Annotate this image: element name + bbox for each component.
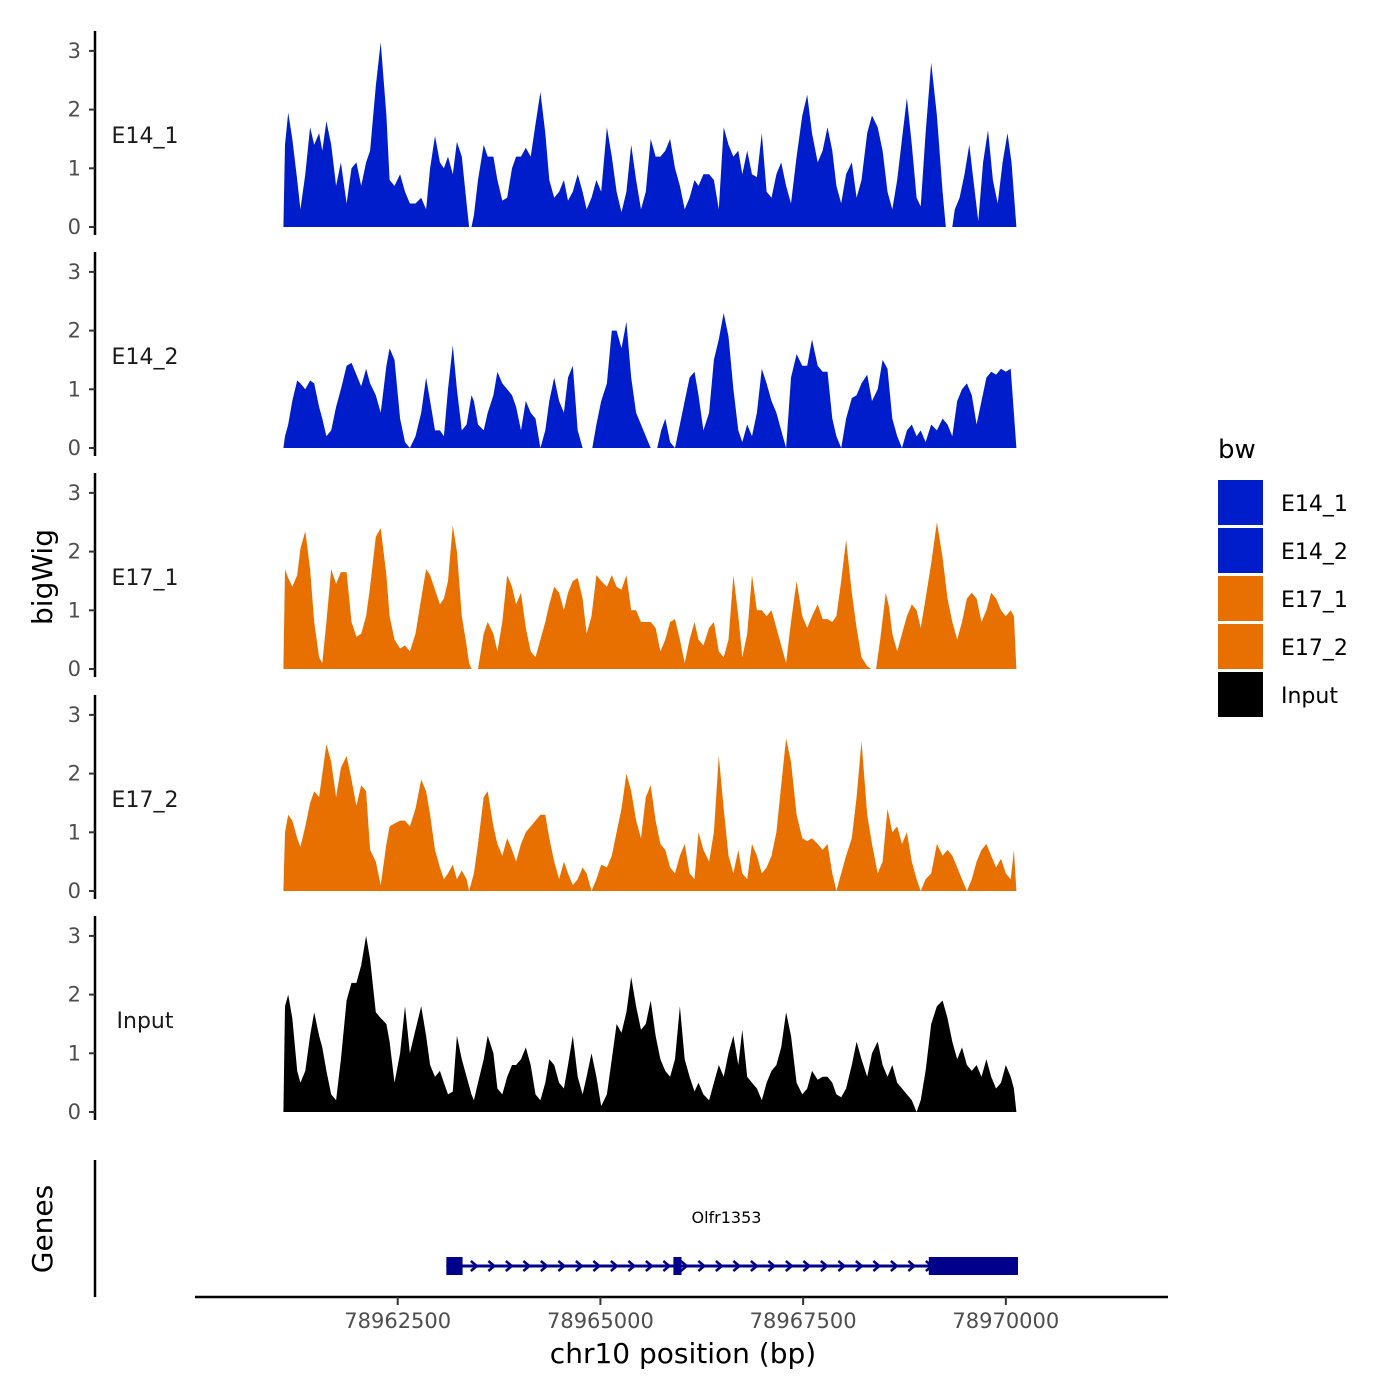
- y-tick-label: 1: [68, 1041, 81, 1065]
- strand-arrow: [750, 1260, 759, 1272]
- coverage-area: [283, 738, 1017, 891]
- strand-arrow: [785, 1260, 794, 1272]
- strand-arrow: [767, 1260, 777, 1272]
- y-tick-label: 0: [68, 879, 81, 903]
- tracks-layer: 0 1 2 3 E14_1 0 1 2 3 E14_2 0 1 2 3 E17_1 0 1 2 3 E17_2 0 1 2 3…: [68, 31, 1017, 1124]
- x-tick-label: 78965000: [547, 1309, 654, 1333]
- y-tick-label: 1: [68, 377, 81, 401]
- y-tick-label: 3: [68, 39, 81, 63]
- coverage-area: [283, 935, 1017, 1112]
- strand-arrow: [680, 1260, 689, 1272]
- strand-arrow: [662, 1260, 672, 1272]
- strand-arrow: [907, 1260, 917, 1272]
- y-tick-label: 0: [68, 436, 81, 460]
- y-tick-label: 3: [68, 260, 81, 284]
- genes-axis-title: Genes: [26, 1185, 59, 1273]
- strand-arrow: [557, 1260, 567, 1272]
- strand-arrow: [487, 1260, 497, 1272]
- strand-arrow: [715, 1260, 724, 1272]
- legend-label: E17_2: [1281, 636, 1348, 661]
- gene-exon: [446, 1257, 463, 1275]
- track-label: E17_1: [112, 566, 179, 591]
- gene-exon: [928, 1257, 1018, 1275]
- track-label: E14_1: [112, 124, 179, 149]
- coverage-area: [283, 313, 1017, 448]
- strand-arrow: [592, 1260, 602, 1272]
- strand-arrow: [505, 1260, 514, 1272]
- y-tick-label: 0: [68, 215, 81, 239]
- strand-arrow: [802, 1260, 812, 1272]
- coverage-area: [283, 522, 1017, 669]
- x-tick-label: 78962500: [344, 1309, 451, 1333]
- strand-arrow: [610, 1260, 619, 1272]
- y-tick-label: 3: [68, 481, 81, 505]
- strand-arrow: [837, 1260, 847, 1272]
- x-tick-label: 78970000: [952, 1309, 1059, 1333]
- track-label: Input: [117, 1009, 174, 1034]
- strand-arrow: [872, 1260, 882, 1272]
- strand-arrow: [627, 1260, 637, 1272]
- legend-title: bw: [1218, 435, 1256, 465]
- legend-swatch: [1218, 576, 1263, 621]
- y-tick-label: 2: [68, 762, 81, 786]
- legend-label: E14_1: [1281, 492, 1348, 517]
- gene-exon: [673, 1257, 682, 1275]
- gene-track: Olfr1353: [93, 1160, 1018, 1297]
- track-label: E14_2: [112, 345, 179, 370]
- legend-swatch: [1218, 624, 1263, 669]
- y-tick-label: 2: [68, 540, 81, 564]
- track-e17-1: 0 1 2 3 E17_1: [68, 473, 1017, 681]
- track-e14-2: 0 1 2 3 E14_2: [68, 252, 1017, 460]
- legend-label: E14_2: [1281, 540, 1348, 565]
- x-tick-label: 78967500: [750, 1309, 857, 1333]
- legend: bw E14_1 E14_2 E17_1 E17_2 Input: [1218, 435, 1348, 717]
- legend-label: Input: [1281, 684, 1338, 709]
- y-tick-label: 0: [68, 657, 81, 681]
- track-label: E17_2: [112, 788, 179, 813]
- y-tick-label: 2: [68, 983, 81, 1007]
- track-input: 0 1 2 3 Input: [68, 916, 1017, 1124]
- y-tick-label: 3: [68, 924, 81, 948]
- y-axis-title: bigWig: [26, 529, 59, 625]
- strand-arrow: [645, 1260, 654, 1272]
- track-e17-2: 0 1 2 3 E17_2: [68, 695, 1017, 903]
- y-tick-label: 1: [68, 156, 81, 180]
- strand-arrow: [890, 1260, 899, 1272]
- strand-arrow: [820, 1260, 829, 1272]
- x-axis: 78962500 78965000 78967500 78970000: [195, 1295, 1168, 1333]
- legend-label: E17_1: [1281, 588, 1348, 613]
- legend-swatch: [1218, 528, 1263, 573]
- strand-arrow: [540, 1260, 549, 1272]
- y-tick-label: 1: [68, 820, 81, 844]
- strand-arrow: [855, 1260, 864, 1272]
- strand-arrow: [732, 1260, 742, 1272]
- legend-swatch: [1218, 480, 1263, 525]
- strand-arrow: [575, 1260, 584, 1272]
- strand-arrow: [697, 1260, 707, 1272]
- strand-arrow: [470, 1260, 479, 1272]
- y-tick-label: 3: [68, 703, 81, 727]
- coverage-area: [283, 42, 1017, 227]
- y-tick-label: 2: [68, 319, 81, 343]
- y-tick-label: 1: [68, 598, 81, 622]
- gene-name-label: Olfr1353: [691, 1208, 761, 1227]
- y-tick-label: 0: [68, 1100, 81, 1124]
- strand-arrow: [522, 1260, 532, 1272]
- legend-swatch: [1218, 672, 1263, 717]
- track-e14-1: 0 1 2 3 E14_1: [68, 31, 1017, 239]
- x-axis-title: chr10 position (bp): [550, 1337, 816, 1370]
- y-tick-label: 2: [68, 98, 81, 122]
